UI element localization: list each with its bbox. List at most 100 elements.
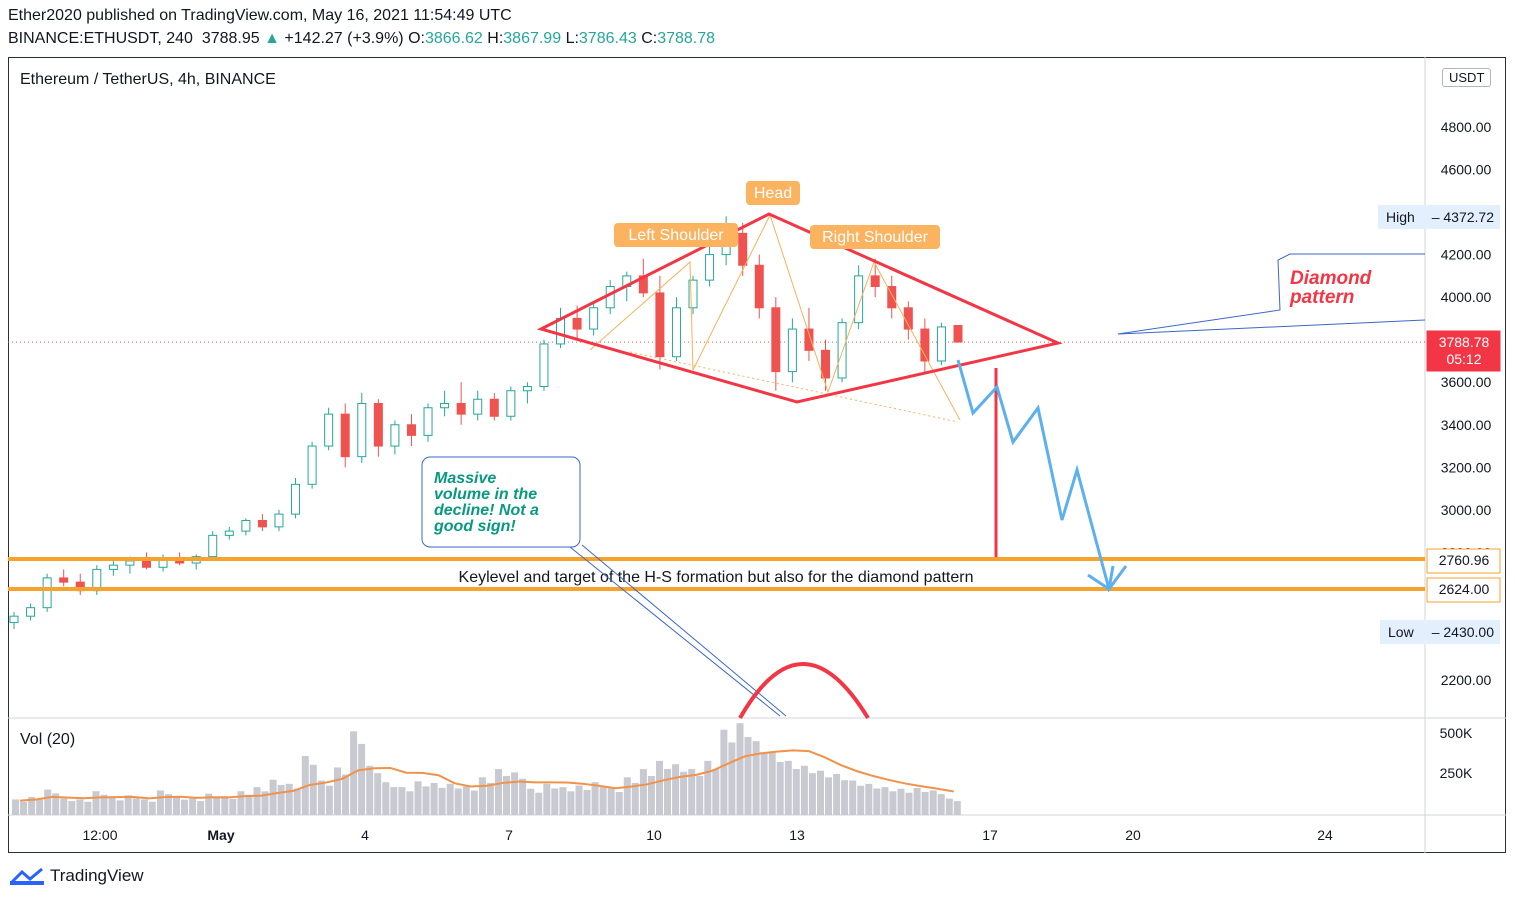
candle-body bbox=[42, 577, 52, 609]
tradingview-logo[interactable]: TradingView bbox=[10, 866, 144, 886]
volume-bar bbox=[808, 773, 816, 815]
price-change: +142.27 (+3.9%) bbox=[284, 30, 404, 47]
ohlc-header: BINANCE:ETHUSDT, 240 3788.95 ▲ +142.27 (… bbox=[8, 30, 715, 48]
volume-bar bbox=[784, 760, 792, 815]
close-label: C: bbox=[641, 30, 658, 47]
volume-bar bbox=[237, 791, 245, 815]
projection-path bbox=[956, 359, 1128, 593]
low-label: L: bbox=[565, 30, 579, 47]
open-value: 3866.62 bbox=[424, 30, 483, 47]
candle-body bbox=[390, 424, 400, 447]
volume-bar bbox=[414, 781, 422, 815]
right-shoulder-label-bg bbox=[810, 225, 940, 249]
candle-body bbox=[224, 530, 234, 536]
volume-callout-pointer bbox=[581, 544, 787, 717]
volume-bar bbox=[261, 791, 269, 815]
volume-bar bbox=[156, 790, 164, 815]
high-badge-bg bbox=[1378, 205, 1500, 229]
volume-bar bbox=[358, 743, 366, 815]
volume-bar bbox=[495, 769, 502, 815]
volume-bar bbox=[132, 798, 140, 815]
y-tick-label: 3600.00 bbox=[1441, 374, 1492, 390]
volume-bar bbox=[607, 787, 615, 815]
candle-body bbox=[473, 398, 483, 415]
volume-bar bbox=[422, 786, 430, 815]
volume-bar bbox=[293, 788, 301, 815]
candle-body bbox=[456, 403, 466, 415]
volume-bar bbox=[140, 799, 148, 815]
volume-bar bbox=[704, 760, 712, 815]
volume-bar bbox=[116, 800, 124, 815]
currency-button[interactable]: USDT bbox=[1442, 68, 1492, 87]
volume-callout-text: good sign! bbox=[433, 518, 516, 535]
volume-bar bbox=[639, 769, 647, 815]
volume-bar bbox=[688, 769, 696, 815]
volume-bar bbox=[656, 760, 663, 815]
volume-bar bbox=[921, 791, 929, 815]
volume-bar bbox=[189, 798, 197, 815]
neckline bbox=[629, 351, 959, 423]
left-shoulder-label-bg bbox=[614, 223, 738, 247]
volume-bar bbox=[245, 794, 253, 815]
candle-body bbox=[26, 607, 36, 617]
volume-arc bbox=[738, 662, 870, 720]
x-tick-label: 13 bbox=[789, 827, 805, 843]
symbol-label: BINANCE:ETHUSDT, 240 bbox=[8, 30, 193, 47]
volume-bar bbox=[44, 789, 52, 815]
candle-body bbox=[953, 325, 963, 343]
publish-info: Ether2020 published on TradingView.com, … bbox=[8, 7, 512, 24]
volume-bar bbox=[36, 799, 44, 815]
volume-bar bbox=[173, 796, 180, 815]
x-tick-label: May bbox=[207, 827, 234, 843]
volume-callout-box bbox=[421, 456, 581, 548]
candle-body bbox=[489, 398, 499, 417]
volume-callout-text: volume in the bbox=[434, 486, 537, 503]
tradingview-icon bbox=[10, 867, 44, 885]
candle-body bbox=[821, 349, 831, 379]
head-label: Head bbox=[754, 185, 792, 202]
volume-bar bbox=[712, 768, 720, 815]
candle-body bbox=[837, 322, 847, 379]
volume-bar bbox=[728, 742, 736, 815]
volume-bar bbox=[776, 762, 784, 815]
y-tick-label: 4800.00 bbox=[1441, 119, 1492, 135]
low-badge-label: Low bbox=[1388, 624, 1415, 640]
candle-body bbox=[373, 403, 383, 447]
volume-bar bbox=[849, 780, 857, 815]
volume-bar bbox=[52, 793, 60, 815]
volume-bar bbox=[221, 796, 229, 815]
x-tick-label: 4 bbox=[361, 827, 369, 843]
y-tick-label: 4000.00 bbox=[1441, 289, 1492, 305]
current-price-label-bg bbox=[1426, 330, 1501, 372]
candle-body bbox=[870, 275, 880, 288]
volume-bar bbox=[124, 795, 132, 815]
open-label: O: bbox=[408, 30, 425, 47]
volume-bar bbox=[68, 801, 76, 815]
volume-bar bbox=[325, 785, 333, 815]
volume-bar bbox=[28, 796, 36, 815]
volume-bar bbox=[213, 796, 221, 815]
volume-callout-text: decline! Not a bbox=[434, 502, 539, 519]
volume-bar bbox=[430, 783, 438, 815]
low-badge-value: – 2430.00 bbox=[1432, 624, 1494, 640]
volume-bar bbox=[511, 772, 519, 815]
candle-body bbox=[324, 413, 334, 447]
volume-bar bbox=[100, 794, 108, 815]
candle-body bbox=[125, 560, 135, 566]
candle-body bbox=[804, 328, 814, 351]
key-level-label: 2760.96 bbox=[1439, 552, 1490, 568]
diamond-label: Diamond bbox=[1290, 268, 1372, 289]
volume-bar bbox=[519, 778, 527, 815]
candle-body bbox=[307, 445, 317, 485]
head-label-bg bbox=[746, 181, 800, 205]
volume-bar bbox=[720, 729, 728, 815]
volume-bar bbox=[873, 788, 881, 815]
candle-body bbox=[920, 328, 930, 362]
candle-body bbox=[357, 403, 367, 458]
candle-body bbox=[887, 286, 897, 309]
volume-bar bbox=[567, 791, 575, 815]
y-tick-label: 2200.00 bbox=[1441, 672, 1492, 688]
chart-title: Ethereum / TetherUS, 4h, BINANCE bbox=[20, 71, 276, 88]
candle-body bbox=[241, 519, 251, 532]
